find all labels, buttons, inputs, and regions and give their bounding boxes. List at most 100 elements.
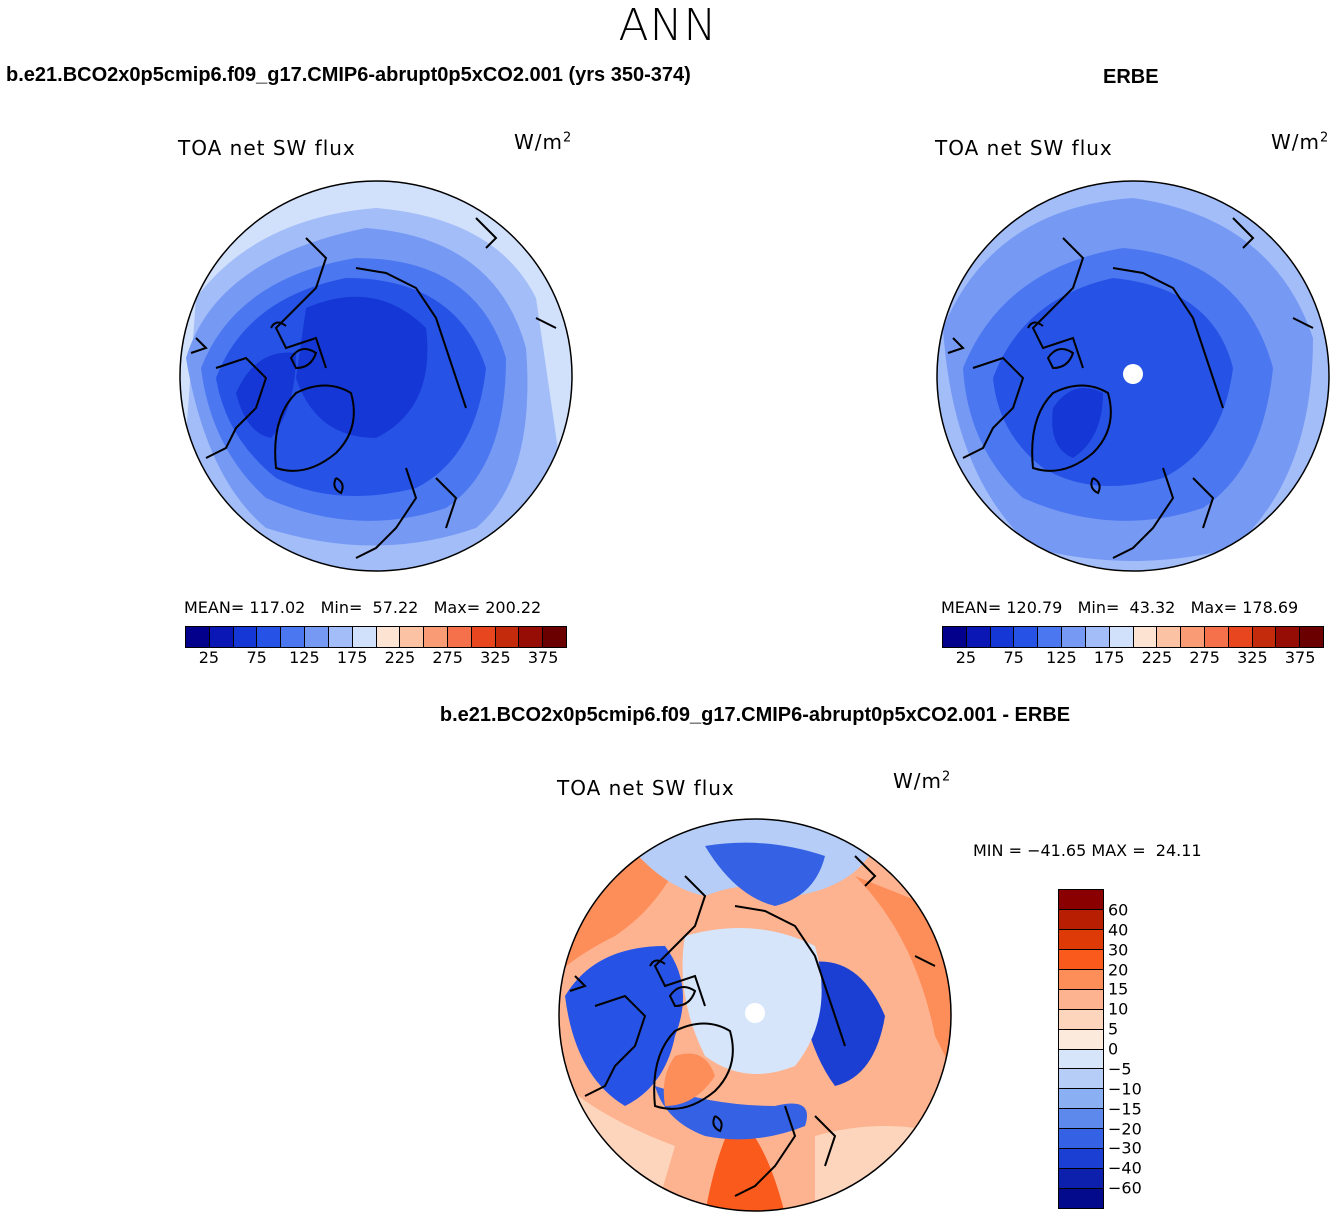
colorbar-swatch — [1204, 627, 1229, 647]
obs-mean-value: 120.79 — [1006, 598, 1063, 617]
colorbar-swatch — [1059, 1069, 1103, 1090]
colorbar-swatch — [943, 627, 967, 647]
model-max-label: Max= — [433, 598, 481, 617]
model-units-label: W/m2 — [514, 130, 573, 154]
model-variable-label: TOA net SW flux — [178, 136, 356, 160]
colorbar-tick-label: −30 — [1108, 1138, 1142, 1158]
colorbar-swatch — [1085, 627, 1110, 647]
colorbar-tick-label: 275 — [1189, 648, 1220, 667]
colorbar-swatch — [1059, 890, 1103, 910]
colorbar-tick-label: −5 — [1108, 1059, 1132, 1079]
colorbar-tick-label: 275 — [432, 648, 463, 667]
colorbar-swatch — [1059, 1109, 1103, 1130]
obs-units-label: W/m2 — [1271, 130, 1330, 154]
colorbar-swatch — [1276, 627, 1301, 647]
colorbar-tick-label: 0 — [1108, 1039, 1119, 1059]
colorbar-swatch — [495, 627, 520, 647]
colorbar-tick-label: 75 — [246, 648, 267, 667]
colorbar-swatch — [519, 627, 544, 647]
colorbar-tick-label: 375 — [1284, 648, 1316, 667]
colorbar-swatch — [1059, 929, 1103, 950]
obs-colorbar-ticks: 25 75 125 175 225 275 325 375 — [942, 648, 1324, 668]
season-title: ANN — [618, 0, 718, 51]
colorbar-swatch — [1062, 627, 1086, 647]
obs-stats: MEAN= 120.79 Min= 43.32 Max= 178.69 — [941, 598, 1298, 617]
obs-min-label: Min= — [1077, 598, 1120, 617]
colorbar-tick-label: 375 — [527, 648, 559, 667]
obs-colorbar-swatches — [942, 626, 1324, 648]
model-min-value: 57.22 — [372, 598, 419, 617]
colorbar-tick-label: 10 — [1108, 999, 1129, 1019]
colorbar-swatch — [1059, 1049, 1103, 1070]
colorbar-tick-label: 125 — [1046, 648, 1077, 667]
colorbar-swatch — [1059, 1169, 1103, 1190]
colorbar-swatch — [209, 627, 234, 647]
obs-max-value: 178.69 — [1242, 598, 1299, 617]
colorbar-swatch — [1109, 627, 1134, 647]
colorbar-tick-label: 40 — [1108, 920, 1129, 940]
colorbar-swatch — [424, 627, 448, 647]
obs-mean-label: MEAN= — [941, 598, 1002, 617]
diff-max-label: MAX = — [1091, 841, 1146, 860]
diff-polar-map — [555, 816, 955, 1214]
diff-min-label: MIN = — [973, 841, 1022, 860]
obs-variable-label: TOA net SW flux — [935, 136, 1113, 160]
diff-max-value: 24.11 — [1155, 841, 1202, 860]
colorbar-swatch — [1157, 627, 1182, 647]
diff-variable-label: TOA net SW flux — [557, 776, 735, 800]
colorbar-tick-label: −10 — [1108, 1079, 1142, 1099]
colorbar-tick-label: 325 — [1237, 648, 1268, 667]
colorbar-swatch — [543, 627, 566, 647]
colorbar-swatch — [1059, 909, 1103, 930]
diff-colorbar-swatches — [1058, 889, 1104, 1209]
colorbar-swatch — [1059, 949, 1103, 970]
colorbar-tick-label: 60 — [1108, 900, 1129, 920]
colorbar-swatch — [233, 627, 258, 647]
colorbar-swatch — [1059, 989, 1103, 1010]
colorbar-swatch — [1133, 627, 1158, 647]
colorbar-swatch — [1059, 1189, 1103, 1208]
colorbar-swatch — [1014, 627, 1039, 647]
colorbar-swatch — [257, 627, 282, 647]
colorbar-tick-label: −15 — [1108, 1099, 1142, 1119]
colorbar-tick-label: 5 — [1108, 1019, 1119, 1039]
colorbar-swatch — [1181, 627, 1205, 647]
obs-polar-map — [933, 178, 1333, 574]
model-stats: MEAN= 117.02 Min= 57.22 Max= 200.22 — [184, 598, 541, 617]
colorbar-swatch — [281, 627, 306, 647]
diff-case-title: b.e21.BCO2x0p5cmip6.f09_g17.CMIP6-abrupt… — [439, 704, 1071, 726]
colorbar-tick-label: −60 — [1108, 1178, 1142, 1198]
colorbar-swatch — [305, 627, 329, 647]
model-polar-map — [176, 178, 576, 574]
obs-max-label: Max= — [1190, 598, 1238, 617]
colorbar-tick-label: 125 — [289, 648, 320, 667]
colorbar-swatch — [990, 627, 1015, 647]
model-min-label: Min= — [320, 598, 363, 617]
colorbar-tick-label: 25 — [955, 648, 977, 667]
obs-min-value: 43.32 — [1129, 598, 1176, 617]
model-mean-value: 117.02 — [249, 598, 306, 617]
obs-case-title: ERBE — [1103, 66, 1159, 88]
colorbar-swatch — [186, 627, 210, 647]
colorbar-swatch — [447, 627, 472, 647]
colorbar-swatch — [1228, 627, 1253, 647]
colorbar-swatch — [1300, 627, 1323, 647]
colorbar-tick-label: −20 — [1108, 1119, 1142, 1138]
colorbar-swatch — [352, 627, 377, 647]
diff-units-label: W/m2 — [893, 769, 952, 793]
diff-min-value: −41.65 — [1027, 841, 1087, 860]
colorbar-tick-label: 225 — [1141, 648, 1173, 667]
colorbar-tick-label: −40 — [1108, 1158, 1142, 1178]
colorbar-tick-label: 30 — [1108, 940, 1129, 960]
colorbar-tick-label: 75 — [1003, 648, 1024, 667]
diff-colorbar-ticks: 60 40 30 20 15 10 5 0 −5 −10 −15 −20 −30 −40 −60 — [1108, 890, 1168, 1208]
colorbar-tick-label: 175 — [1093, 648, 1125, 667]
colorbar-tick-label: 25 — [198, 648, 220, 667]
colorbar-swatch — [400, 627, 425, 647]
colorbar-swatch — [966, 627, 991, 647]
model-mean-label: MEAN= — [184, 598, 245, 617]
colorbar-swatch — [471, 627, 496, 647]
colorbar-tick-label: 225 — [384, 648, 416, 667]
colorbar-swatch — [1038, 627, 1063, 647]
model-colorbar: 25 75 125 175 225 275 325 375 — [185, 626, 567, 668]
